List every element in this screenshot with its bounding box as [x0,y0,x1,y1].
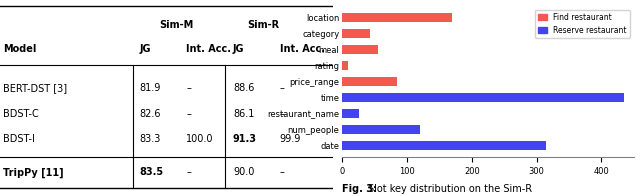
Text: 86.1: 86.1 [233,109,254,119]
Bar [342,29,365,38]
Text: –: – [186,167,191,178]
Text: Fig. 3:: Fig. 3: [342,184,378,194]
Text: Model: Model [3,44,36,54]
Text: JG: JG [140,44,151,54]
Bar [342,13,452,22]
Text: TripPy [11]: TripPy [11] [3,167,64,178]
Text: 90.0: 90.0 [233,167,254,178]
Bar [342,77,397,86]
Text: Sim-R: Sim-R [247,20,279,31]
Legend: Find restaurant, Reserve restaurant: Find restaurant, Reserve restaurant [535,10,630,38]
Text: Int. Acc.: Int. Acc. [186,44,232,54]
Text: –: – [186,83,191,93]
Text: 99.9: 99.9 [280,134,301,144]
Bar [342,93,624,102]
Bar [342,61,346,70]
Bar [342,141,547,150]
Text: 83.3: 83.3 [140,134,161,144]
Text: JG: JG [233,44,244,54]
Text: BERT-DST [3]: BERT-DST [3] [3,83,67,93]
Bar [342,109,358,118]
Text: –: – [280,167,284,178]
Bar [342,125,420,134]
Text: 83.5: 83.5 [140,167,164,178]
Text: Slot key distribution on the Sim-R: Slot key distribution on the Sim-R [368,184,532,194]
Text: Int. Acc.: Int. Acc. [280,44,324,54]
Text: –: – [280,83,284,93]
Bar [342,61,348,70]
Text: 81.9: 81.9 [140,83,161,93]
Text: BDST-C: BDST-C [3,109,39,119]
Text: 82.6: 82.6 [140,109,161,119]
Text: 100.0: 100.0 [186,134,214,144]
Text: –: – [280,109,284,119]
Text: BDST-I: BDST-I [3,134,35,144]
Text: Sim-M: Sim-M [159,20,193,31]
Text: –: – [186,109,191,119]
Text: 88.6: 88.6 [233,83,254,93]
Bar [342,29,369,38]
Bar [342,45,378,54]
Text: 91.3: 91.3 [233,134,257,144]
